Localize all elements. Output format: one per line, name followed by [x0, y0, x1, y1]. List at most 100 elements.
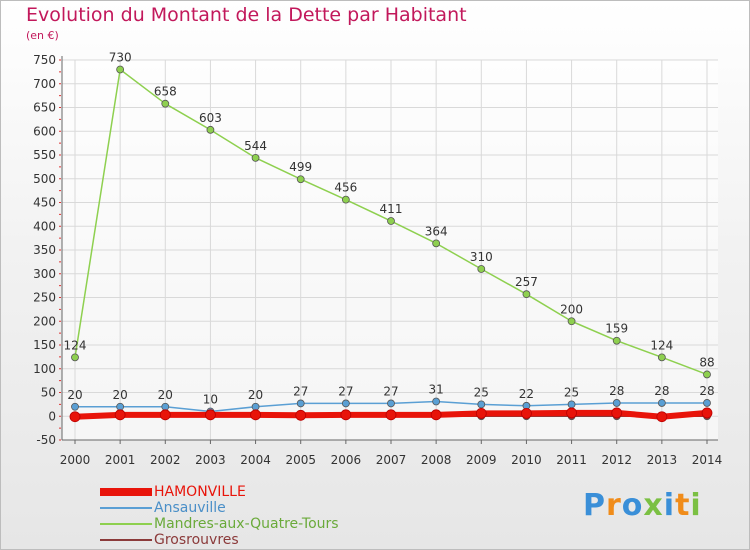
data-label-ansauville: 28	[699, 384, 714, 398]
data-label-ansauville: 20	[113, 388, 128, 402]
y-tick-label: 750	[33, 53, 56, 67]
data-point-hamonville	[566, 407, 577, 419]
data-label-mandres-aux-quatre-tours: 544	[244, 139, 267, 153]
data-label-ansauville: 28	[654, 384, 669, 398]
data-point-ansauville	[432, 397, 441, 406]
y-tick-label: -50	[36, 433, 56, 447]
data-label-ansauville: 20	[158, 388, 173, 402]
data-point-mandres-aux-quatre-tours	[251, 153, 260, 162]
y-tick-label: 650	[33, 101, 56, 115]
data-label-mandres-aux-quatre-tours: 257	[515, 275, 538, 289]
data-label-ansauville: 20	[67, 388, 82, 402]
x-tick-label: 2009	[466, 453, 497, 467]
x-tick-label: 2008	[421, 453, 452, 467]
data-point-hamonville	[250, 409, 261, 421]
y-tick-label: 300	[33, 267, 56, 281]
data-point-ansauville	[477, 400, 486, 409]
legend-item-grosrouvres[interactable]: Grosrouvres	[100, 532, 339, 548]
data-point-mandres-aux-quatre-tours	[161, 99, 170, 108]
data-point-mandres-aux-quatre-tours	[432, 239, 441, 248]
y-tick-label: 200	[33, 314, 56, 328]
data-point-mandres-aux-quatre-tours	[116, 65, 125, 74]
legend: HAMONVILLE Ansauville Mandres-aux-Quatre…	[100, 484, 339, 548]
data-point-hamonville	[656, 411, 668, 423]
data-point-ansauville	[161, 402, 170, 411]
data-label-ansauville: 27	[338, 384, 353, 398]
data-label-ansauville: 20	[248, 388, 263, 402]
data-label-mandres-aux-quatre-tours: 124	[650, 338, 673, 352]
data-label-mandres-aux-quatre-tours: 411	[380, 202, 403, 216]
legend-item-hamonville[interactable]: HAMONVILLE	[100, 484, 339, 500]
legend-swatch-grosrouvres	[100, 539, 152, 541]
x-tick-label: 2013	[647, 453, 678, 467]
data-point-mandres-aux-quatre-tours	[657, 353, 666, 362]
data-point-ansauville	[251, 402, 260, 411]
data-label-mandres-aux-quatre-tours: 603	[199, 111, 222, 125]
x-tick-label: 2001	[105, 453, 136, 467]
data-label-mandres-aux-quatre-tours: 364	[425, 224, 448, 238]
data-point-ansauville	[612, 399, 621, 407]
legend-item-ansauville[interactable]: Ansauville	[100, 500, 339, 516]
data-point-hamonville	[295, 409, 307, 421]
data-label-ansauville: 31	[429, 383, 444, 397]
data-point-ansauville	[387, 399, 395, 408]
data-point-hamonville	[159, 409, 171, 421]
data-label-ansauville: 27	[293, 384, 308, 398]
y-tick-label: 400	[33, 219, 56, 233]
x-tick-label: 2012	[601, 453, 632, 467]
y-tick-label: 500	[33, 172, 56, 186]
data-label-ansauville: 28	[609, 384, 624, 398]
y-tick-label: 450	[33, 196, 56, 210]
x-tick-label: 2007	[376, 453, 407, 467]
legend-swatch-hamonville	[100, 488, 152, 496]
y-tick-label: 150	[33, 338, 56, 352]
legend-label-grosrouvres: Grosrouvres	[154, 532, 239, 548]
data-point-hamonville	[340, 409, 352, 421]
data-label-ansauville: 22	[519, 387, 534, 401]
data-point-mandres-aux-quatre-tours	[703, 370, 711, 379]
data-point-mandres-aux-quatre-tours	[522, 290, 531, 299]
x-tick-label: 2003	[195, 453, 226, 467]
data-point-mandres-aux-quatre-tours	[477, 265, 486, 273]
data-point-hamonville	[611, 407, 623, 419]
data-point-hamonville	[521, 407, 532, 419]
data-label-ansauville: 27	[383, 384, 398, 398]
x-tick-label: 2002	[150, 453, 181, 467]
data-point-hamonville	[69, 411, 81, 423]
data-point-ansauville	[71, 402, 79, 411]
data-point-ansauville	[703, 399, 711, 407]
data-point-mandres-aux-quatre-tours	[71, 353, 79, 362]
data-point-ansauville	[567, 400, 576, 409]
data-point-hamonville	[701, 407, 713, 419]
data-point-hamonville	[385, 409, 397, 421]
legend-item-mandres[interactable]: Mandres-aux-Quatre-Tours	[100, 516, 339, 532]
data-point-mandres-aux-quatre-tours	[341, 195, 350, 204]
x-tick-label: 2014	[692, 453, 723, 467]
data-point-mandres-aux-quatre-tours	[206, 125, 215, 134]
legend-label-ansauville: Ansauville	[154, 500, 226, 516]
y-tick-label: 100	[33, 362, 56, 376]
x-tick-label: 2011	[556, 453, 587, 467]
data-point-ansauville	[657, 399, 666, 407]
data-label-mandres-aux-quatre-tours: 456	[334, 181, 357, 195]
legend-swatch-mandres	[100, 523, 152, 525]
chart-title: Evolution du Montant de la Dette par Hab…	[26, 4, 467, 26]
y-tick-label: 350	[33, 243, 56, 257]
y-tick-label: 600	[33, 124, 56, 138]
data-point-hamonville	[114, 409, 126, 421]
x-tick-label: 2005	[285, 453, 316, 467]
data-label-mandres-aux-quatre-tours: 124	[64, 338, 87, 352]
x-tick-label: 2006	[331, 453, 362, 467]
data-point-hamonville	[205, 409, 216, 421]
x-tick-label: 2000	[60, 453, 91, 467]
legend-swatch-ansauville	[100, 507, 152, 509]
data-point-ansauville	[116, 402, 125, 411]
data-point-mandres-aux-quatre-tours	[387, 217, 395, 225]
x-tick-label: 2010	[511, 453, 542, 467]
legend-label-mandres: Mandres-aux-Quatre-Tours	[154, 516, 339, 532]
data-label-mandres-aux-quatre-tours: 159	[605, 322, 628, 336]
data-label-ansauville: 10	[203, 393, 218, 407]
y-tick-label: 700	[33, 77, 56, 91]
data-label-ansauville: 25	[564, 385, 579, 399]
